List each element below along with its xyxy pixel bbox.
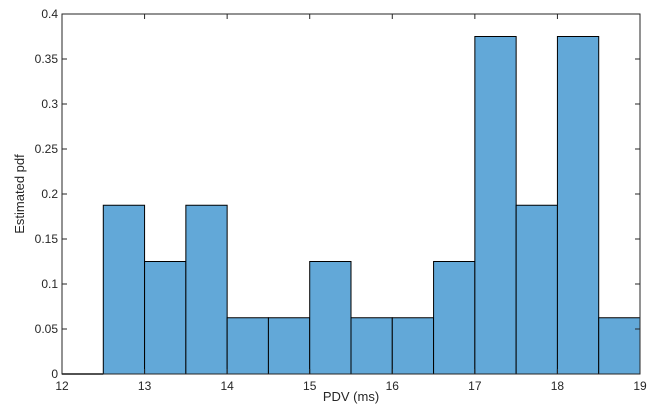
y-axis-ticks: 0 0.05 0.1 0.15 0.2 0.25 0.3 0.35 0.4 xyxy=(35,7,640,381)
x-tick-label: 15 xyxy=(303,379,317,393)
y-tick-label: 0.1 xyxy=(41,277,58,291)
histogram-bar xyxy=(267,317,311,375)
y-axis-label: Estimated pdf xyxy=(12,154,27,234)
y-tick-label: 0.35 xyxy=(35,52,59,66)
x-tick-label: 17 xyxy=(468,379,482,393)
y-tick-label: 0.3 xyxy=(41,97,58,111)
x-tick-label: 14 xyxy=(220,379,234,393)
histogram-bar xyxy=(474,36,517,375)
histogram-bar xyxy=(515,204,558,375)
histogram-bar xyxy=(598,317,641,375)
histogram-bar xyxy=(144,261,187,375)
x-tick-label: 16 xyxy=(386,379,400,393)
histogram-bar xyxy=(350,317,393,375)
y-tick-label: 0 xyxy=(51,367,58,381)
x-tick-label: 18 xyxy=(551,379,565,393)
histogram-bar xyxy=(309,261,352,375)
y-tick-label: 0.25 xyxy=(35,142,59,156)
histogram-bar xyxy=(391,317,435,375)
histogram-bars xyxy=(62,36,641,375)
y-tick-label: 0.05 xyxy=(35,322,59,336)
histogram-bar xyxy=(433,261,476,375)
histogram-bar xyxy=(556,36,600,375)
x-tick-label: 12 xyxy=(55,379,69,393)
histogram-bar xyxy=(226,317,269,375)
y-tick-label: 0.4 xyxy=(41,7,58,21)
histogram-bar xyxy=(102,204,146,375)
x-axis-ticks: 12 13 14 15 16 17 18 19 xyxy=(55,14,647,393)
y-tick-label: 0.2 xyxy=(41,187,58,201)
x-tick-label: 13 xyxy=(138,379,152,393)
histogram-bar xyxy=(185,204,228,375)
y-tick-label: 0.15 xyxy=(35,232,59,246)
x-tick-label: 19 xyxy=(633,379,647,393)
x-axis-label: PDV (ms) xyxy=(323,389,379,404)
